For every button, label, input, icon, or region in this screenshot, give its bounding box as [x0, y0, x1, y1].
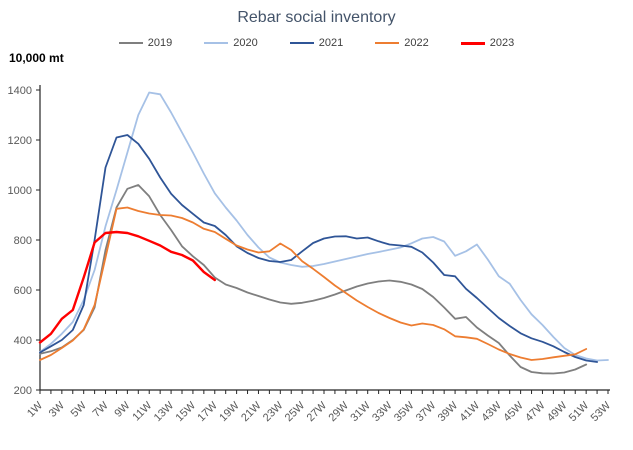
legend-item-2021[interactable]: 2021 [289, 37, 344, 49]
legend-item-2019[interactable]: 2019 [118, 37, 173, 49]
x-axis-label: 1W [25, 399, 46, 420]
x-axis-label: 43W [479, 399, 504, 424]
legend-swatch-2023 [460, 41, 485, 45]
series-line-2022 [39, 206, 588, 361]
x-axis-label: 13W [152, 399, 177, 424]
x-axis-label: 29W [326, 399, 351, 424]
legend-swatch-2022 [375, 42, 400, 44]
y-axis-label: 400 [14, 335, 32, 347]
y-axis-label: 600 [14, 285, 32, 297]
legend-label-2019: 2019 [147, 37, 173, 49]
legend-label-2020: 2020 [233, 37, 258, 49]
x-axis-label: 15W [174, 399, 199, 424]
x-axis-label: 51W [567, 399, 592, 424]
legend: 2019 2020 2021 2022 2023 [0, 37, 633, 49]
series-line-2023 [38, 230, 217, 344]
legend-label-2021: 2021 [318, 37, 344, 49]
x-axis-label: 45W [501, 399, 526, 424]
x-axis-label: 19W [217, 399, 242, 424]
x-axis-label: 11W [130, 399, 154, 423]
legend-swatch-2021 [289, 42, 314, 44]
y-axis-unit-label: 10,000 mt [9, 51, 64, 65]
y-axis-label: 200 [14, 385, 32, 397]
x-axis-label: 23W [261, 399, 286, 424]
x-axis-label: 39W [436, 399, 461, 424]
legend-item-2022[interactable]: 2022 [375, 37, 429, 49]
y-axis-label: 1000 [8, 185, 32, 197]
x-axis-label: 47W [523, 399, 548, 424]
x-axis-label: 53W [589, 399, 614, 424]
y-axis-label: 1400 [8, 85, 32, 97]
y-axis-label: 800 [14, 235, 32, 247]
x-axis-label: 35W [392, 399, 417, 424]
y-axis-label: 1200 [8, 135, 32, 147]
x-axis-label: 9W [112, 399, 133, 420]
legend-item-2023[interactable]: 2023 [460, 37, 515, 49]
series-line-2021 [39, 134, 598, 363]
legend-label-2022: 2022 [404, 37, 429, 49]
x-axis-label: 33W [370, 399, 395, 424]
x-axis-label: 31W [348, 399, 373, 424]
legend-swatch-2019 [118, 42, 143, 44]
series-line-2019 [39, 184, 588, 375]
x-axis-label: 21W [239, 399, 264, 424]
chart-title: Rebar social inventory [237, 9, 396, 26]
legend-item-2020[interactable]: 2020 [204, 37, 258, 49]
x-axis-label: 17W [195, 399, 220, 424]
x-axis-label: 37W [414, 399, 439, 424]
x-axis-label: 7W [91, 399, 112, 420]
x-axis-label: 25W [283, 399, 308, 424]
legend-label-2023: 2023 [489, 37, 515, 49]
legend-swatch-2020 [204, 42, 229, 44]
series-line-2020 [39, 91, 609, 362]
x-axis-label: 41W [458, 399, 483, 424]
x-axis-label: 5W [69, 399, 90, 420]
x-axis-label: 27W [305, 399, 330, 424]
x-axis-label: 3W [47, 399, 68, 420]
x-axis-label: 49W [545, 399, 570, 424]
